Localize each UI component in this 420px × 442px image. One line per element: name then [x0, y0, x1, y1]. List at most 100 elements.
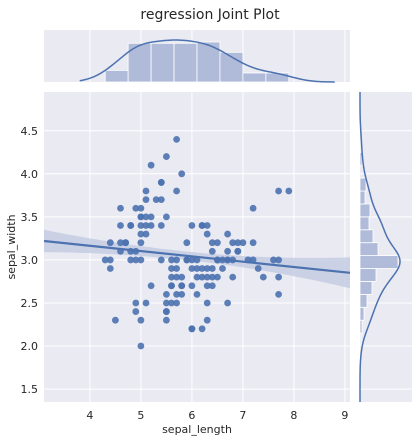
scatter-point	[229, 239, 237, 247]
scatter-point	[142, 230, 150, 238]
scatter-point	[132, 299, 140, 307]
scatter-point	[183, 256, 191, 264]
scatter-point	[142, 187, 150, 195]
scatter-point	[208, 239, 216, 247]
scatter-point	[229, 273, 237, 281]
y-histogram-bar	[359, 332, 362, 347]
scatter-point	[168, 282, 175, 290]
scatter-point	[214, 239, 221, 247]
scatter-point	[147, 282, 155, 290]
scatter-point	[275, 256, 282, 264]
scatter-point	[275, 187, 282, 195]
scatter-point	[203, 282, 211, 290]
y-histogram-bar	[359, 190, 366, 205]
scatter-point	[101, 256, 109, 264]
scatter-point	[193, 265, 201, 272]
x-tick-labels: 4 5 6 7 8 9	[86, 409, 348, 422]
scatter-point	[208, 273, 216, 281]
scatter-point	[163, 299, 170, 307]
scatter-point	[112, 316, 119, 324]
scatter-point	[254, 265, 262, 272]
scatter-point	[137, 230, 145, 238]
y-axis-label: sepal_width	[5, 214, 18, 279]
scatter-point	[173, 290, 181, 298]
y-histogram-bar	[359, 203, 371, 218]
y-tick-label: 3.5	[21, 211, 39, 224]
scatter-point	[178, 273, 186, 281]
scatter-point	[178, 282, 186, 290]
top-marginal-kde	[79, 39, 335, 83]
scatter-point	[168, 256, 175, 264]
scatter-point	[173, 273, 181, 281]
scatter-point	[132, 256, 140, 264]
scatter-point	[137, 213, 145, 221]
y-histogram-bar	[359, 216, 370, 231]
scatter-point	[178, 170, 186, 178]
scatter-point	[234, 239, 242, 247]
scatter-point	[137, 222, 145, 229]
scatter-point	[142, 222, 150, 229]
scatter-point	[106, 239, 114, 247]
scatter-point	[188, 282, 196, 290]
x-tick-label: 7	[239, 409, 246, 422]
scatter-point	[198, 325, 206, 333]
scatter-point	[117, 204, 124, 212]
top-marginal-histogram	[104, 41, 290, 83]
scatter-point	[188, 222, 196, 229]
y-tick-label: 1.5	[21, 383, 39, 396]
scatter-point	[198, 265, 206, 272]
scatter-point	[259, 273, 267, 281]
y-histogram-bar	[359, 268, 377, 282]
scatter-point	[137, 342, 145, 350]
y-histogram-bar	[359, 306, 365, 321]
scatter-point	[173, 265, 181, 272]
scatter-point	[198, 273, 206, 281]
scatter-point	[239, 239, 247, 247]
chart-title: regression Joint Plot	[140, 7, 280, 23]
scatter-point	[127, 256, 135, 264]
main-grid	[44, 92, 350, 402]
x-tick-label: 6	[188, 409, 195, 422]
x-histogram-bar	[173, 42, 198, 83]
scatter-point	[173, 135, 181, 143]
scatter-point	[173, 256, 181, 264]
y-tick-label: 4.0	[21, 168, 39, 181]
scatter-point	[275, 273, 282, 281]
scatter-point	[142, 213, 150, 221]
scatter-point	[147, 213, 155, 221]
scatter-point	[137, 204, 145, 212]
y-tick-label: 2.5	[21, 297, 39, 310]
scatter-point	[137, 256, 145, 264]
scatter-point	[193, 290, 201, 298]
scatter-point	[132, 204, 140, 212]
x-tick-label: 8	[290, 409, 297, 422]
scatter-point	[208, 265, 216, 272]
scatter-point	[249, 239, 257, 247]
scatter-point	[203, 273, 211, 281]
scatter-point	[208, 247, 216, 255]
scatter-point	[208, 282, 216, 290]
regression-line	[43, 239, 351, 274]
y-histogram-bar	[359, 242, 379, 257]
x-axis-label: sepal_length	[162, 423, 232, 436]
scatter-point	[142, 196, 150, 204]
scatter-point	[173, 299, 181, 307]
scatter-point	[224, 299, 232, 307]
y-histogram-bar	[359, 229, 374, 244]
scatter-point	[132, 308, 140, 315]
scatter-points	[101, 135, 293, 350]
x-histogram-bar	[104, 69, 129, 83]
scatter-point	[193, 273, 201, 281]
scatter-point	[147, 222, 155, 229]
scatter-point	[275, 290, 282, 298]
scatter-point	[106, 256, 114, 264]
scatter-point	[168, 299, 175, 307]
y-tick-label: 2.0	[21, 340, 39, 353]
y-tick-label: 4.5	[21, 125, 39, 138]
scatter-point	[157, 179, 165, 186]
scatter-point	[147, 161, 155, 169]
scatter-point	[193, 256, 201, 264]
scatter-point	[137, 316, 145, 324]
scatter-point	[214, 273, 221, 281]
